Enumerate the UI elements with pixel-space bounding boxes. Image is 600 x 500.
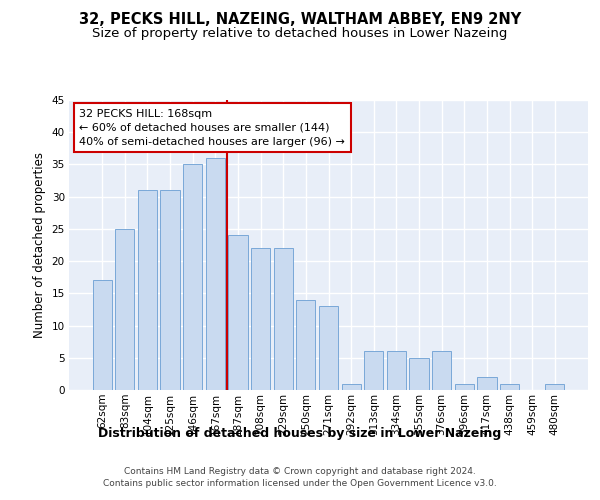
- Bar: [319, 306, 338, 390]
- Bar: [229, 236, 248, 390]
- Text: 32, PECKS HILL, NAZEING, WALTHAM ABBEY, EN9 2NY: 32, PECKS HILL, NAZEING, WALTHAM ABBEY, …: [79, 12, 521, 28]
- Bar: [206, 158, 225, 390]
- Text: Size of property relative to detached houses in Lower Nazeing: Size of property relative to detached ho…: [92, 28, 508, 40]
- Bar: [477, 377, 497, 390]
- Bar: [296, 300, 316, 390]
- Text: 32 PECKS HILL: 168sqm
← 60% of detached houses are smaller (144)
40% of semi-det: 32 PECKS HILL: 168sqm ← 60% of detached …: [79, 108, 345, 146]
- Bar: [183, 164, 202, 390]
- Text: Distribution of detached houses by size in Lower Nazeing: Distribution of detached houses by size …: [98, 428, 502, 440]
- Bar: [545, 384, 565, 390]
- Bar: [341, 384, 361, 390]
- Bar: [138, 190, 157, 390]
- Bar: [115, 229, 134, 390]
- Bar: [432, 352, 451, 390]
- Bar: [251, 248, 270, 390]
- Y-axis label: Number of detached properties: Number of detached properties: [33, 152, 46, 338]
- Bar: [160, 190, 180, 390]
- Text: Contains HM Land Registry data © Crown copyright and database right 2024.
Contai: Contains HM Land Registry data © Crown c…: [103, 466, 497, 487]
- Bar: [500, 384, 519, 390]
- Bar: [92, 280, 112, 390]
- Bar: [409, 358, 428, 390]
- Bar: [364, 352, 383, 390]
- Bar: [387, 352, 406, 390]
- Bar: [274, 248, 293, 390]
- Bar: [455, 384, 474, 390]
